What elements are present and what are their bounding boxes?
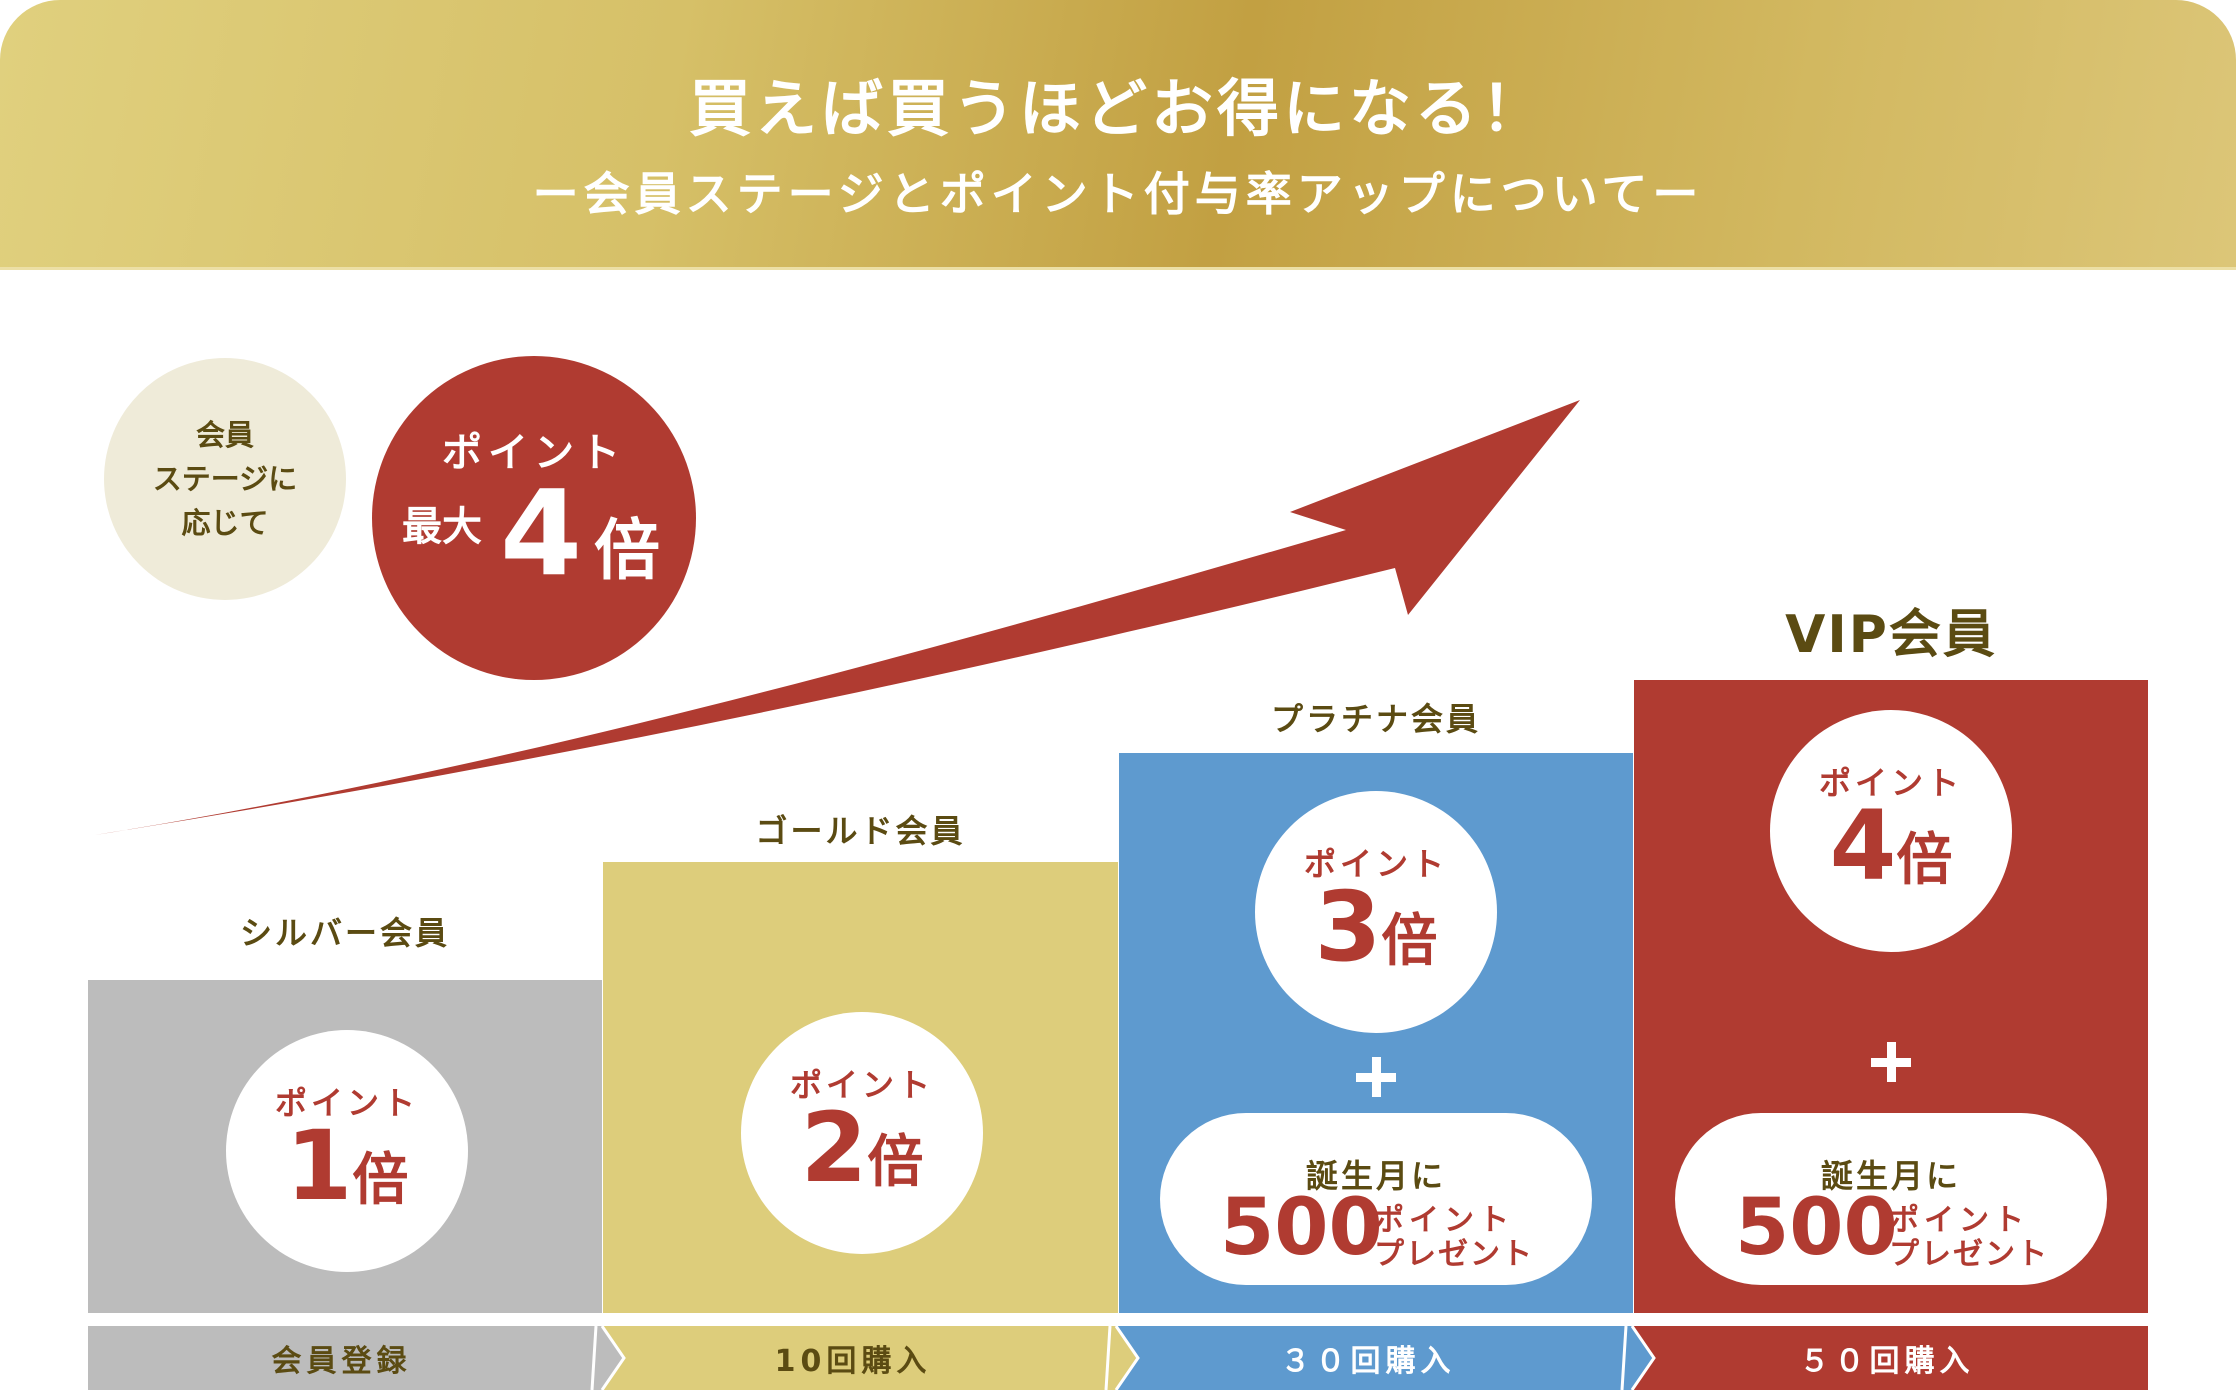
page-title: 買えば買うほどお得になる！ [688,72,1547,145]
multiplier-value: 1倍 [226,1118,468,1216]
plus-icon [1356,1057,1396,1097]
bonus-amount: 500 [1735,1183,1898,1273]
max-label: 最大 [402,504,482,550]
page-subtitle: ー会員ステージとポイント付与率アップについてー [532,167,1704,221]
point-label: ポイント [789,1066,934,1104]
bonus-label: 誕生月に [1820,1157,1961,1195]
bonus-present: プレゼント [1889,1237,2049,1272]
point-label: ポイント [1818,764,1963,802]
point-label: ポイント [274,1084,419,1122]
stage-bar-gold: ポイント 2倍 [603,862,1118,1313]
condition-step-vip: ５０回購入 [1626,1326,2148,1390]
multiplier-number: 2 [800,1092,868,1204]
bonus-label: 誕生月に [1305,1157,1446,1195]
header-banner: 買えば買うほどお得になる！ ー会員ステージとポイント付与率アップについてー [0,0,2236,270]
stage-note-circle: 会員 ステージに 応じて [104,358,346,600]
stage-label-platinum: プラチナ会員 [1270,700,1481,738]
bonus-unit: ポイント [1889,1203,2029,1238]
multiplier-unit: 倍 [352,1148,409,1213]
multiplier-value: 2倍 [741,1100,983,1198]
multiplier-unit: 倍 [1896,828,1953,893]
stage-label-silver: シルバー会員 [239,914,450,952]
multiplier-number: 1 [285,1110,353,1222]
max-multiplier-circle: ポイント 最大 4 倍 [372,356,696,680]
multiplier-circle: ポイント 3倍 [1255,791,1497,1033]
max-unit: 倍 [594,512,660,589]
multiplier-circle: ポイント 1倍 [226,1030,468,1272]
birthday-bonus-pill: 誕生月に 500 ポイント プレゼント [1160,1113,1592,1285]
multiplier-circle: ポイント 2倍 [741,1012,983,1254]
point-label: ポイント [1303,845,1448,883]
multiplier-circle: ポイント 4倍 [1770,710,2012,952]
chevron-right-icon [1104,1326,1140,1390]
max-number: 4 [500,464,583,602]
stage-label-vip: VIP会員 [1785,605,1997,665]
condition-step-silver: 会員登録 [88,1326,595,1390]
note-line: ステージに [152,462,298,496]
stage-bar-silver: ポイント 1倍 [88,980,602,1313]
chevron-right-icon [590,1326,626,1390]
stage-label-gold: ゴールド会員 [755,812,966,850]
note-line: 応じて [181,506,269,540]
multiplier-number: 3 [1314,871,1382,983]
multiplier-number: 4 [1829,790,1897,902]
multiplier-value: 4倍 [1770,798,2012,896]
note-line: 会員 [195,418,254,452]
condition-step-platinum: ３０回購入 [1111,1326,1625,1390]
plus-icon [1871,1042,1911,1082]
birthday-bonus-pill: 誕生月に 500 ポイント プレゼント [1675,1113,2107,1285]
bonus-unit: ポイント [1374,1203,1514,1238]
multiplier-unit: 倍 [867,1130,924,1195]
stage-bar-platinum: ポイント 3倍 誕生月に 500 ポイント プレゼント [1119,753,1633,1313]
multiplier-value: 3倍 [1255,879,1497,977]
condition-step-gold: 10回購入 [596,1326,1110,1390]
bonus-amount: 500 [1220,1183,1383,1273]
chevron-right-icon [1620,1326,1656,1390]
bonus-present: プレゼント [1374,1237,1534,1272]
stage-bar-vip: ポイント 4倍 誕生月に 500 ポイント プレゼント [1634,680,2148,1313]
multiplier-unit: 倍 [1381,909,1438,974]
